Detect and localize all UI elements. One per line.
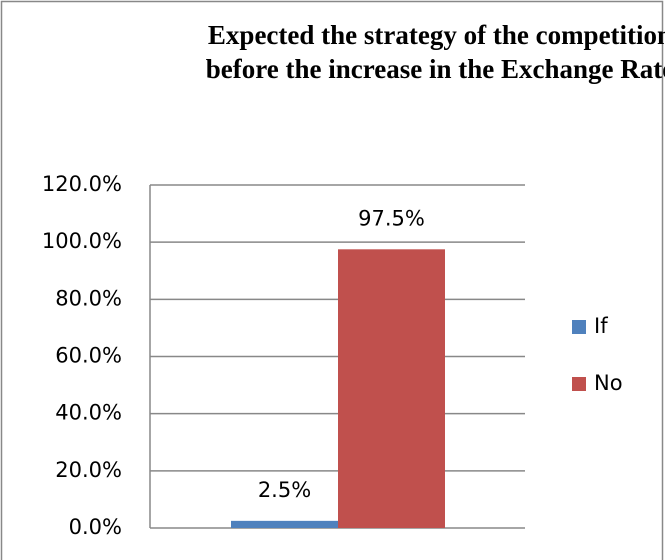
- legend-swatch: [572, 377, 586, 391]
- legend-label: No: [594, 371, 623, 395]
- bar: [338, 249, 445, 528]
- y-tick-label: 80.0%: [55, 286, 122, 310]
- data-label: 97.5%: [358, 206, 425, 230]
- legend-label: If: [594, 314, 608, 338]
- data-label: 2.5%: [258, 478, 311, 502]
- bar: [231, 520, 338, 528]
- y-tick-label: 100.0%: [42, 229, 122, 253]
- y-tick-label: 20.0%: [55, 458, 122, 482]
- y-tick-label: 120.0%: [42, 172, 122, 196]
- legend-swatch: [572, 320, 586, 334]
- y-tick-label: 40.0%: [55, 401, 122, 425]
- chart-title: Expected the strategy of the competition…: [205, 20, 665, 84]
- y-tick-label: 60.0%: [55, 344, 122, 368]
- y-tick-label: 0.0%: [69, 515, 122, 539]
